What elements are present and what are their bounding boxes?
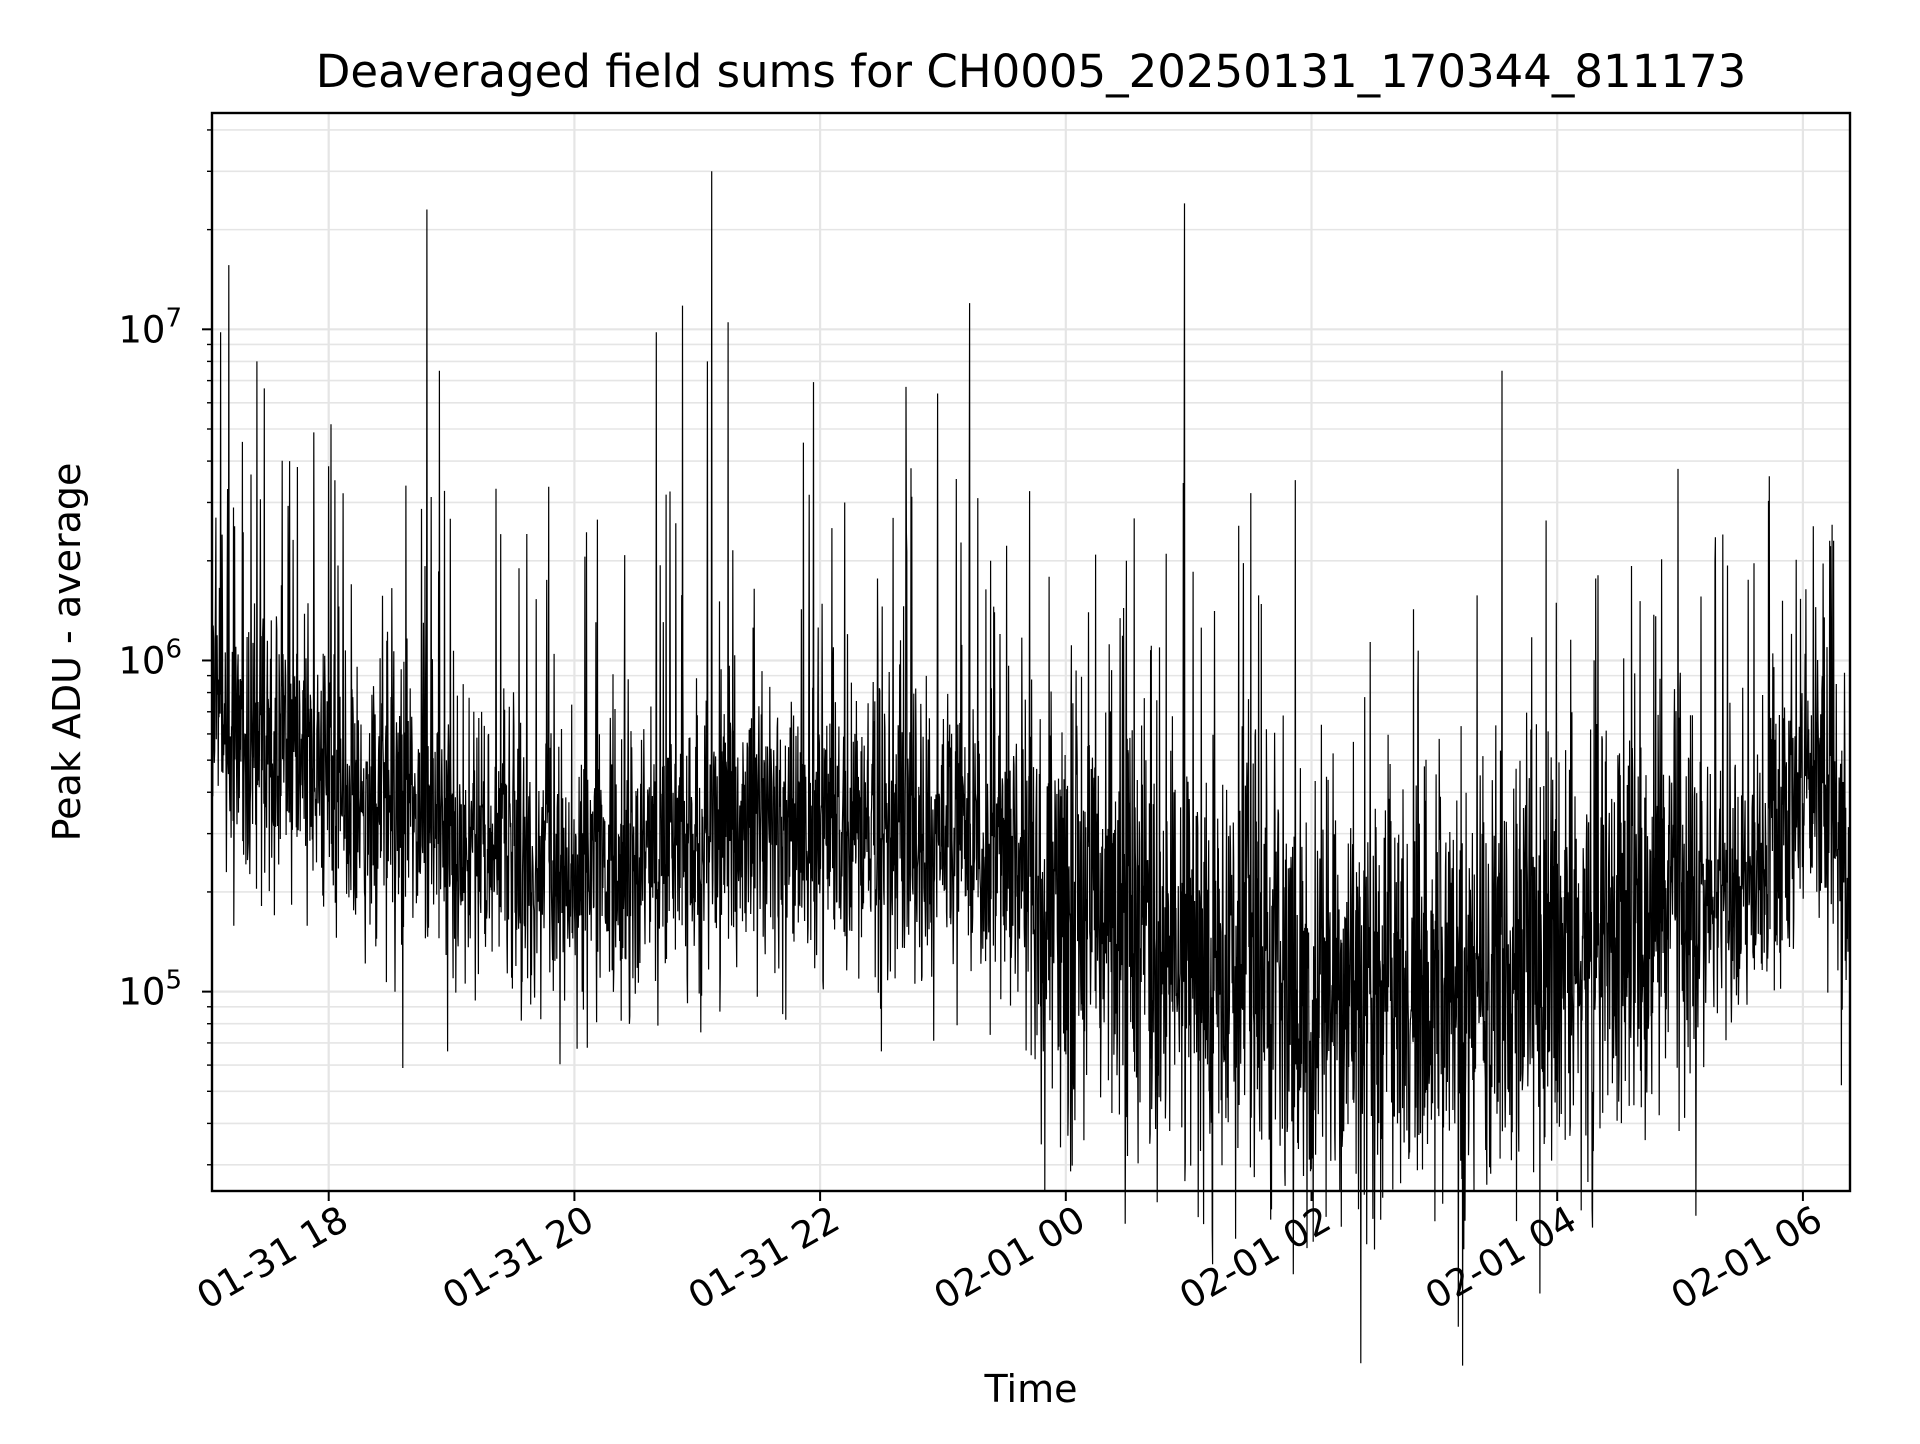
y-tick-label: 107 bbox=[118, 303, 182, 351]
x-axis-label: Time bbox=[984, 1367, 1078, 1411]
y-tick-label: 106 bbox=[118, 634, 182, 682]
y-axis-label: Peak ADU - average bbox=[45, 463, 89, 842]
plot-area bbox=[211, 171, 1851, 1366]
y-tick-label: 105 bbox=[118, 966, 182, 1014]
plot-frame bbox=[210, 111, 1852, 1193]
chart-title: Deaveraged field sums for CH0005_2025013… bbox=[316, 45, 1746, 98]
series-line bbox=[211, 171, 1851, 1366]
